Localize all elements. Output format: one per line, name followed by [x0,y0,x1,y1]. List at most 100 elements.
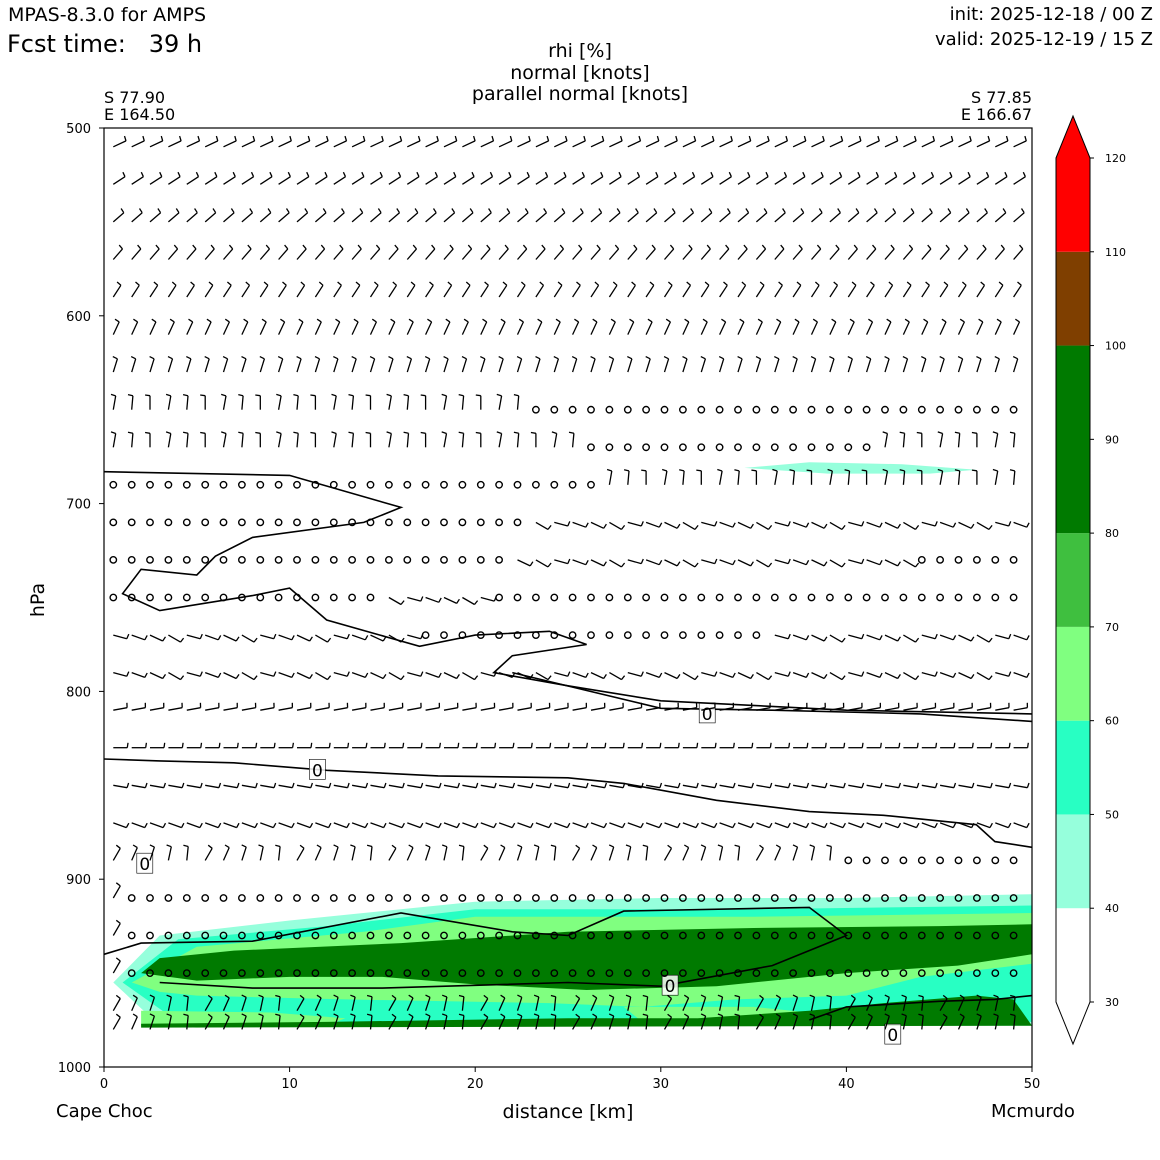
barb-shaft [168,176,181,185]
barb-shaft [260,634,274,640]
barb-shaft [461,321,469,335]
barb-shaft [608,997,615,1011]
barb-shaft [406,358,413,373]
barb-shaft [902,358,909,373]
barb-flag [296,356,302,360]
barb-shaft [995,707,1010,711]
barb-shaft [847,284,857,298]
wind-barb [848,702,863,711]
barb-shaft [241,321,249,335]
barb-shaft [1013,521,1028,528]
barb-flag [585,559,589,566]
wind-barb [333,171,347,185]
calm-marker [605,593,614,602]
barb-flag [1005,135,1009,142]
barb-shaft [554,671,568,677]
wind-barb [113,633,130,640]
barb-shaft [167,212,180,223]
barb-shaft [277,1015,281,1030]
barb-shaft [480,321,488,335]
barb-flag [272,822,277,828]
wind-barb [903,559,920,568]
barb-flag [391,1013,397,1018]
wind-barb [811,244,822,260]
model-label: MPAS-8.3.0 for AMPS [8,4,207,26]
wind-barb [241,244,252,260]
calm-marker [715,931,724,940]
barb-flag [253,637,258,643]
barb-flag [300,281,306,286]
barb-flag [734,994,740,998]
wind-barb [351,356,357,373]
colorbar-tick-label: 50 [1105,808,1119,821]
barb-shaft [664,672,678,680]
barb-shaft [167,846,172,861]
wind-barb [882,468,889,485]
barb-flag [381,135,384,142]
wind-barb [407,702,422,711]
barb-shaft [1013,176,1026,185]
barb-flag [480,356,486,360]
barb-shaft [443,822,458,829]
wind-barb [866,702,882,711]
barb-shaft [168,707,183,711]
barb-flag [457,742,460,748]
barb-shaft [222,395,227,410]
barb-flag [929,208,933,214]
wind-barb [756,559,773,568]
wind-barb [462,596,479,606]
barb-flag [403,431,409,434]
wind-barb [204,634,222,641]
barb-shaft [553,284,563,298]
calm-marker [440,480,448,489]
barb-flag [614,244,620,250]
barb-shaft [847,998,856,1012]
wind-barb [535,318,543,335]
barb-shaft [792,707,808,711]
barb-shaft [719,707,734,711]
colorbar-band [1056,251,1090,346]
wind-barb [774,135,789,148]
calm-marker [274,894,283,902]
calm-marker [770,969,779,977]
barb-shaft [553,321,561,335]
barb-shaft [590,1016,598,1030]
barb-flag [298,318,304,323]
wind-barb [916,469,923,485]
wind-barb [204,171,218,185]
barb-flag [309,822,314,828]
barb-flag [320,244,326,250]
barb-flag [759,1013,764,1018]
barb-shaft [774,212,786,223]
barb-shaft [480,707,495,711]
wind-barb [130,356,137,373]
barb-shaft [296,140,310,148]
wind-barb [682,171,696,185]
wind-barb [166,844,172,861]
barb-flag [935,742,938,748]
barb-flag [961,281,967,286]
wind-barb [718,356,725,373]
wind-barb [168,822,185,829]
barb-flag [206,318,212,323]
barb-shaft [223,248,234,260]
wind-barb [406,356,413,373]
wind-barb [995,702,1010,711]
barb-flag [608,994,614,998]
barb-shaft [590,140,604,148]
barb-flag [500,994,506,999]
wind-barb [737,521,754,529]
calm-marker [844,593,853,602]
barb-shaft [149,707,164,711]
calm-marker [384,931,393,940]
barb-flag [992,431,998,435]
barb-shaft [167,248,179,260]
barb-shaft [792,634,807,641]
wind-barb [645,356,651,373]
wind-barb [645,281,655,298]
barb-shaft [682,784,697,789]
barb-flag [144,822,148,828]
barb-flag [155,244,160,250]
wind-barb [461,244,473,260]
